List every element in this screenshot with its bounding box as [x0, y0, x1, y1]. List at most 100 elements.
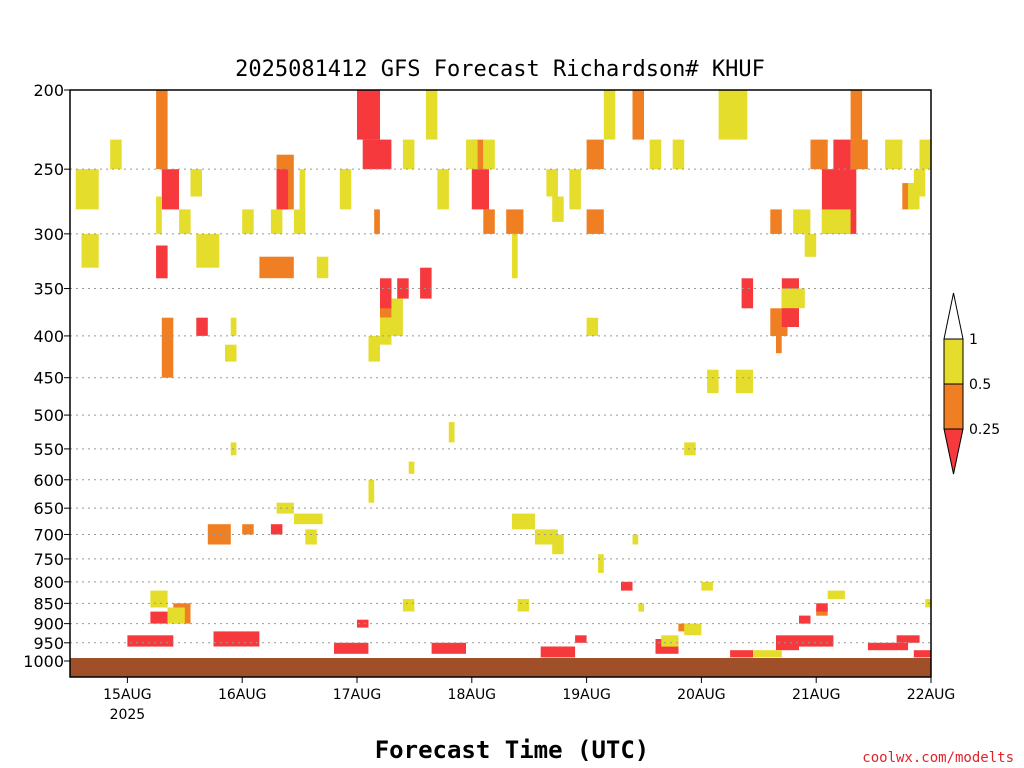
colorbar-label: 0.25: [969, 422, 1000, 438]
ri-cell-yellow: [156, 196, 162, 234]
ri-cell-red: [867, 642, 909, 651]
ri-cell-yellow: [368, 479, 375, 503]
x-tick-label: 20AUG: [677, 687, 726, 703]
colorbar-orange: [943, 383, 964, 430]
colorbar-yellow: [943, 338, 964, 385]
y-tick-label: 450: [33, 369, 64, 388]
ri-cell-yellow: [316, 256, 329, 279]
ri-cell-yellow: [603, 90, 616, 140]
y-tick-label: 900: [33, 615, 64, 634]
ri-cell-orange: [810, 139, 828, 170]
ri-cell-yellow: [293, 209, 306, 234]
ri-cell-orange: [161, 317, 174, 378]
ri-cell-yellow: [512, 513, 535, 530]
ri-cell-yellow: [552, 196, 564, 222]
y-tick-label: 400: [33, 327, 64, 346]
ri-cell-yellow: [150, 590, 168, 608]
ri-cell-orange: [242, 524, 254, 535]
ri-cell-yellow: [293, 513, 323, 525]
ri-cell-yellow: [908, 183, 920, 210]
ri-cell-red: [150, 611, 168, 624]
ri-cell-red: [357, 90, 380, 140]
ri-cell-red: [799, 615, 811, 624]
x-tick-label: 16AUG: [218, 687, 267, 703]
ri-cell-yellow: [753, 650, 782, 658]
ri-cell-yellow: [649, 139, 662, 170]
ri-cell-yellow: [517, 599, 530, 612]
ri-cell-orange: [850, 90, 863, 140]
ri-cell-yellow: [638, 603, 644, 612]
ri-cell-orange: [259, 256, 294, 279]
colorbar-label: 1: [969, 332, 978, 348]
y-tick-label: 800: [33, 573, 64, 592]
ri-cell-red: [213, 631, 260, 647]
y-tick-label: 600: [33, 471, 64, 490]
ri-cell-red: [156, 245, 168, 279]
ri-cell-orange: [506, 209, 524, 234]
ri-cell-orange: [207, 524, 231, 545]
ri-cell-yellow: [448, 422, 455, 443]
ri-cell-orange: [374, 209, 380, 234]
ri-cell-yellow: [339, 169, 352, 210]
ri-cell-yellow: [179, 209, 191, 234]
colorbar-label: 0.5: [969, 377, 991, 393]
ground-band: [70, 658, 931, 677]
y-tick-label: 850: [33, 594, 64, 613]
ri-cell-yellow: [718, 90, 748, 140]
ri-cell-yellow: [661, 635, 679, 647]
y-tick-label: 950: [33, 634, 64, 653]
ri-cell-red: [799, 635, 834, 647]
ri-cell-yellow: [408, 461, 415, 474]
ri-cell-yellow: [598, 554, 604, 573]
plot-frame: [69, 89, 932, 678]
ri-cell-yellow: [483, 139, 495, 170]
ri-cell-red: [776, 635, 799, 651]
plot-background: [70, 90, 931, 677]
x-tick-sublabel: 2025: [110, 707, 146, 723]
ri-cell-red: [380, 278, 392, 309]
ri-cell-yellow: [684, 623, 702, 636]
ri-cell-red: [741, 278, 754, 309]
x-tick-label: 17AUG: [333, 687, 382, 703]
ri-cell-yellow: [885, 139, 903, 170]
ri-cell-orange: [483, 209, 495, 234]
ri-cell-yellow: [81, 233, 99, 268]
ri-cell-yellow: [586, 317, 599, 336]
ri-cell-yellow: [110, 139, 122, 170]
ri-cell-red: [621, 581, 633, 591]
y-tick-label: 1000: [23, 652, 64, 671]
ri-cell-yellow: [512, 233, 518, 279]
ri-cell-yellow: [276, 502, 294, 514]
ri-cell-yellow: [402, 139, 415, 170]
ri-cell-red: [161, 169, 179, 210]
ri-cell-yellow: [225, 344, 237, 362]
ri-cell-yellow: [552, 534, 564, 555]
ri-cell-orange: [770, 209, 782, 234]
ri-cell-yellow: [196, 233, 220, 268]
ri-cell-yellow: [299, 169, 306, 210]
y-tick-label: 700: [33, 525, 64, 544]
ri-cell-yellow: [827, 590, 845, 600]
ri-cell-yellow: [546, 169, 558, 197]
axes: 200 250 300 350 400 450 500 550 600 650 700 750 800 8…: [23, 81, 955, 723]
ri-cell-red: [362, 139, 392, 170]
ri-cell-red: [730, 650, 754, 658]
ri-cell-yellow: [230, 317, 237, 336]
ri-cell-yellow: [735, 369, 753, 394]
x-tick-label: 22AUG: [907, 687, 956, 703]
y-tick-label: 350: [33, 280, 64, 299]
ri-cell-red: [276, 169, 289, 210]
x-tick-label: 18AUG: [448, 687, 497, 703]
y-tick-label: 200: [33, 81, 64, 100]
credit-link[interactable]: coolwx.com/modelts: [862, 750, 1014, 766]
y-tick-label: 750: [33, 550, 64, 569]
ri-cell-yellow: [821, 209, 851, 234]
colorbar-top-triangle: [943, 292, 964, 340]
x-tick-label: 21AUG: [792, 687, 841, 703]
ri-cell-yellow: [305, 529, 317, 545]
ri-cell-orange: [850, 139, 868, 170]
y-tick-label: 250: [33, 160, 64, 179]
ri-cell-yellow: [391, 298, 403, 336]
ri-cell-red: [896, 635, 920, 643]
ri-cell-yellow: [781, 288, 805, 309]
